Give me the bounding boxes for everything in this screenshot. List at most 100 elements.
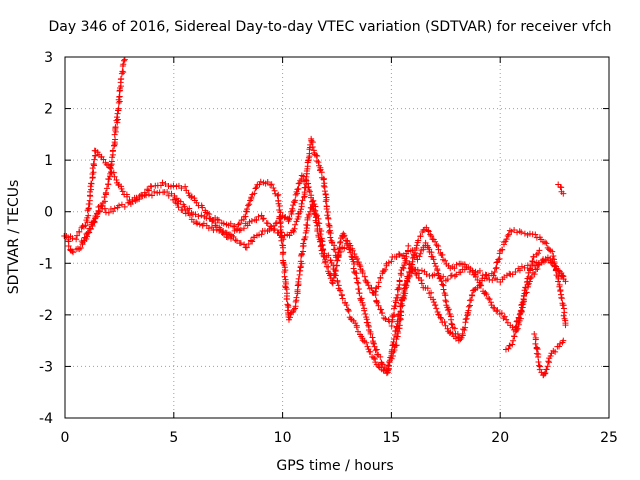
data-point: [532, 340, 539, 347]
data-point: [377, 274, 384, 281]
data-point: [542, 370, 549, 377]
data-point: [258, 231, 265, 238]
data-point: [116, 93, 123, 100]
data-point: [503, 316, 510, 323]
data-point: [290, 202, 297, 209]
data-point: [496, 255, 503, 262]
data-point: [448, 320, 455, 327]
data-point: [418, 280, 425, 287]
data-point: [181, 203, 188, 210]
data-point: [332, 272, 339, 279]
data-point: [177, 198, 184, 205]
data-points: [61, 56, 569, 379]
data-point: [444, 307, 451, 314]
series-track-e: [370, 250, 462, 344]
plot-frame: [64, 56, 610, 419]
data-point: [164, 188, 171, 195]
data-point: [498, 246, 505, 253]
data-point: [86, 225, 93, 232]
data-point: [361, 307, 368, 314]
data-point: [516, 267, 523, 274]
data-point: [560, 190, 567, 197]
data-point: [295, 180, 302, 187]
data-point: [107, 165, 114, 172]
data-point: [243, 244, 250, 251]
data-point: [558, 294, 565, 301]
data-point: [486, 296, 493, 303]
data-point: [442, 297, 449, 304]
data-point: [354, 279, 361, 286]
data-point: [119, 68, 126, 75]
data-point: [298, 200, 305, 207]
data-point: [505, 231, 512, 238]
data-point: [492, 265, 499, 272]
data-point: [367, 330, 374, 337]
data-point: [429, 253, 436, 260]
data-point: [536, 362, 543, 369]
data-point: [298, 206, 305, 213]
data-point: [255, 213, 262, 220]
data-point: [562, 278, 569, 285]
data-point: [208, 224, 215, 231]
data-point: [415, 237, 422, 244]
data-point: [336, 239, 343, 246]
data-point: [115, 105, 122, 112]
x-axis-label: GPS time / hours: [276, 458, 393, 474]
y-tick-label: -1: [39, 256, 53, 272]
data-point: [435, 246, 442, 253]
data-point: [396, 277, 403, 284]
data-point: [188, 194, 195, 201]
chart-title: Day 346 of 2016, Sidereal Day-to-day VTE…: [48, 19, 611, 35]
data-point: [517, 315, 524, 322]
data-point: [398, 297, 405, 304]
data-point: [225, 231, 232, 238]
data-point: [271, 225, 278, 232]
data-point: [322, 191, 329, 198]
x-tick-label: 20: [491, 430, 509, 446]
data-point: [397, 270, 404, 277]
data-point: [322, 198, 329, 205]
data-point: [112, 123, 119, 130]
data-point: [390, 336, 397, 343]
data-point: [440, 286, 447, 293]
data-point: [297, 258, 304, 265]
data-point: [317, 243, 324, 250]
data-point: [260, 215, 267, 222]
data-point: [501, 313, 508, 320]
data-point: [403, 282, 410, 289]
data-point: [82, 222, 89, 229]
data-point: [186, 212, 193, 219]
data-point: [468, 296, 475, 303]
data-point: [124, 193, 131, 200]
data-point: [279, 251, 286, 258]
data-point: [345, 306, 352, 313]
y-tick-label: -2: [39, 308, 53, 324]
data-point: [522, 284, 529, 291]
data-point: [541, 370, 548, 377]
data-point: [111, 205, 118, 212]
data-point: [375, 279, 382, 286]
data-point: [536, 247, 543, 254]
data-point: [392, 297, 399, 304]
data-point: [409, 247, 416, 254]
data-point: [471, 287, 478, 294]
data-point: [466, 302, 473, 309]
data-point: [125, 199, 132, 206]
data-point: [245, 202, 252, 209]
data-point: [351, 251, 358, 258]
data-point: [438, 315, 445, 322]
data-point: [520, 301, 527, 308]
data-point: [545, 246, 552, 253]
data-point: [560, 337, 567, 344]
data-point: [309, 143, 316, 150]
data-point: [413, 242, 420, 249]
data-point: [395, 250, 402, 257]
data-point: [414, 256, 421, 263]
data-point: [549, 248, 556, 255]
data-point: [434, 267, 441, 274]
data-point: [326, 227, 333, 234]
data-point: [103, 189, 110, 196]
data-point: [493, 308, 500, 315]
data-point: [510, 337, 517, 344]
